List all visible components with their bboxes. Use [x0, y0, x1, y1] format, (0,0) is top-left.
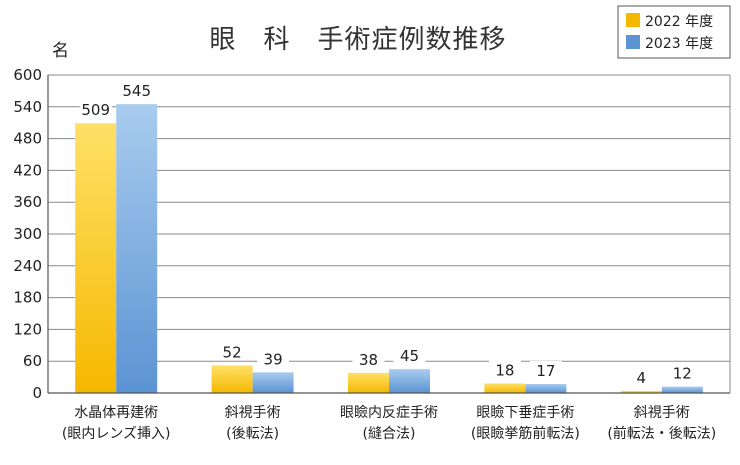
data-label: 17: [536, 362, 555, 380]
x-category-label: 斜視手術: [634, 405, 690, 421]
x-category-label: (後転法): [226, 426, 279, 442]
y-tick-label: 360: [13, 193, 42, 211]
data-label: 38: [359, 351, 378, 369]
data-label-bg: [257, 349, 290, 368]
y-tick-label: 240: [13, 257, 42, 275]
data-label: 39: [264, 350, 283, 368]
legend-swatch: [626, 35, 640, 49]
bar-2023: [525, 383, 567, 393]
x-category-label: 水晶体再建術: [74, 405, 158, 421]
chart-title: 眼 科 手術症例数推移: [209, 25, 506, 55]
data-label: 12: [673, 365, 692, 383]
bar-2023: [389, 369, 430, 393]
legend-label: 2022 年度: [645, 14, 713, 30]
y-tick-label: 0: [32, 384, 42, 402]
y-axis-unit: 名: [52, 41, 69, 61]
data-label: 52: [223, 343, 242, 361]
x-category-label: 斜視手術: [225, 405, 281, 421]
x-category-label: (縫合法): [363, 426, 416, 442]
data-label: 18: [495, 361, 514, 379]
data-label-bg: [529, 360, 562, 379]
data-label: 45: [400, 347, 419, 365]
bar-2023: [116, 104, 158, 394]
y-tick-label: 120: [13, 320, 42, 338]
data-label-bg: [488, 360, 521, 379]
x-category-label: 眼瞼下垂症手術: [476, 405, 574, 421]
data-label: 4: [637, 369, 647, 387]
bar-2022: [211, 365, 253, 393]
bar-2023: [252, 372, 294, 393]
data-label-bg: [79, 100, 112, 119]
data-label-bg: [625, 367, 658, 386]
data-label-bg: [216, 342, 249, 361]
data-label-bg: [666, 363, 699, 382]
data-label-bg: [120, 81, 153, 100]
x-category-label: (眼瞼挙筋前転法): [471, 425, 580, 442]
legend-swatch: [626, 13, 640, 27]
bar-2022: [484, 383, 526, 393]
data-label-bg: [393, 346, 426, 365]
data-label-bg: [352, 349, 385, 368]
y-tick-label: 300: [13, 225, 42, 243]
bar-2022: [620, 390, 662, 393]
legend-label: 2023 年度: [645, 36, 713, 52]
data-label: 509: [81, 101, 110, 119]
bar-2022: [348, 372, 389, 393]
x-category-label: 眼瞼内反症手術: [340, 405, 438, 421]
y-tick-label: 180: [13, 289, 42, 307]
bar-2023: [661, 386, 703, 393]
y-tick-label: 60: [23, 352, 42, 370]
y-tick-label: 420: [13, 161, 42, 179]
x-category-label: (眼内レンズ挿入): [62, 426, 171, 442]
data-label: 545: [122, 82, 151, 100]
y-tick-label: 600: [13, 66, 42, 84]
bar-2022: [75, 123, 117, 393]
y-tick-label: 540: [13, 98, 42, 116]
x-category-label: (前転法・後転法): [607, 425, 716, 442]
y-tick-label: 480: [13, 130, 42, 148]
